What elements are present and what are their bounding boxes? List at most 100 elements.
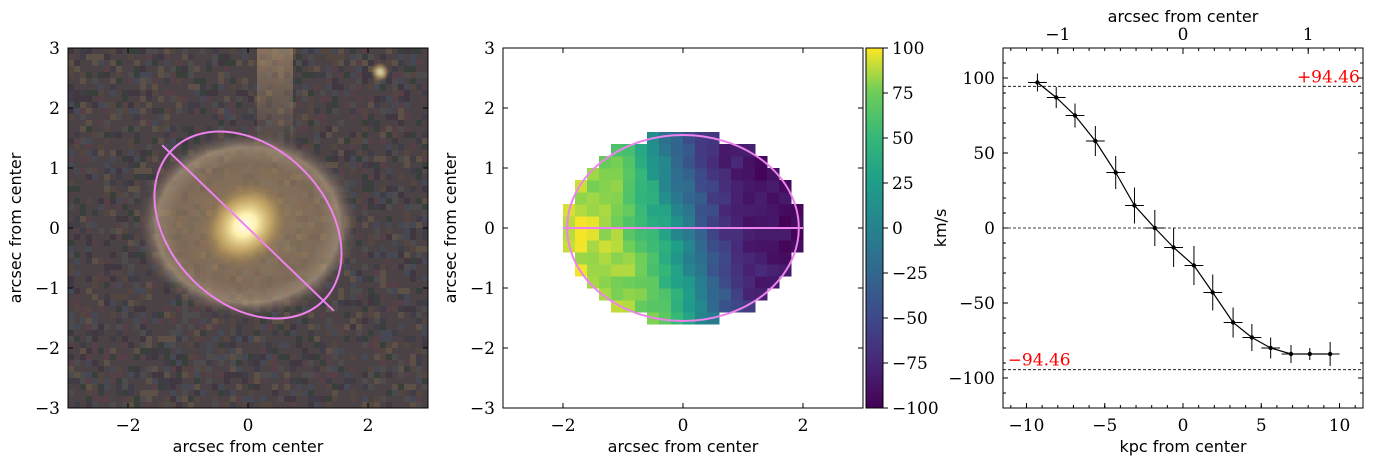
- noise-pixel: [314, 72, 320, 78]
- noise-pixel: [368, 186, 374, 192]
- noise-pixel: [326, 384, 332, 390]
- noise-pixel: [128, 144, 134, 150]
- noise-pixel: [302, 60, 308, 66]
- noise-pixel: [200, 330, 206, 336]
- noise-pixel: [98, 384, 104, 390]
- noise-pixel: [356, 72, 362, 78]
- noise-pixel: [308, 72, 314, 78]
- noise-pixel: [230, 108, 236, 114]
- noise-pixel: [74, 300, 80, 306]
- noise-pixel: [416, 372, 422, 378]
- noise-pixel: [110, 354, 116, 360]
- data-point: [1191, 263, 1197, 268]
- noise-pixel: [422, 246, 428, 252]
- noise-pixel: [80, 378, 86, 384]
- noise-pixel: [332, 102, 338, 108]
- noise-pixel: [74, 144, 80, 150]
- noise-pixel: [392, 264, 398, 270]
- velocity-pixel: [587, 240, 600, 253]
- noise-pixel: [98, 348, 104, 354]
- noise-pixel: [92, 312, 98, 318]
- noise-pixel: [422, 306, 428, 312]
- velocity-pixel: [755, 264, 768, 277]
- y-tick-label: 0: [984, 219, 995, 239]
- noise-pixel: [128, 78, 134, 84]
- velocity-pixel: [767, 192, 780, 205]
- noise-pixel: [386, 390, 392, 396]
- noise-pixel: [272, 372, 278, 378]
- noise-pixel: [80, 96, 86, 102]
- noise-pixel: [302, 126, 308, 132]
- noise-pixel: [344, 300, 350, 306]
- noise-pixel: [170, 312, 176, 318]
- noise-pixel: [122, 324, 128, 330]
- velocity-pixel: [599, 288, 612, 301]
- noise-pixel: [116, 228, 122, 234]
- noise-pixel: [326, 84, 332, 90]
- velocity-pixel: [635, 180, 648, 193]
- velocity-pixel: [695, 288, 708, 301]
- noise-pixel: [296, 78, 302, 84]
- noise-pixel: [416, 378, 422, 384]
- noise-pixel: [68, 390, 74, 396]
- noise-pixel: [86, 360, 92, 366]
- noise-pixel: [182, 306, 188, 312]
- noise-pixel: [176, 108, 182, 114]
- noise-pixel: [152, 90, 158, 96]
- noise-pixel: [254, 354, 260, 360]
- noise-pixel: [104, 354, 110, 360]
- noise-pixel: [374, 348, 380, 354]
- noise-pixel: [392, 150, 398, 156]
- velocity-pixel: [635, 276, 648, 289]
- noise-pixel: [224, 372, 230, 378]
- noise-pixel: [392, 390, 398, 396]
- noise-pixel: [302, 90, 308, 96]
- noise-pixel: [68, 330, 74, 336]
- noise-pixel: [386, 96, 392, 102]
- noise-pixel: [344, 72, 350, 78]
- noise-pixel: [110, 60, 116, 66]
- noise-pixel: [86, 384, 92, 390]
- noise-pixel: [332, 324, 338, 330]
- noise-pixel: [92, 360, 98, 366]
- noise-pixel: [86, 288, 92, 294]
- noise-pixel: [320, 378, 326, 384]
- noise-pixel: [146, 156, 152, 162]
- data-point: [1268, 345, 1273, 351]
- noise-pixel: [362, 108, 368, 114]
- noise-pixel: [350, 132, 356, 138]
- velocity-pixel: [611, 156, 624, 169]
- velocity-pixel: [611, 288, 624, 301]
- noise-pixel: [176, 402, 182, 408]
- noise-pixel: [404, 372, 410, 378]
- velocity-pixel: [695, 216, 708, 229]
- noise-pixel: [356, 300, 362, 306]
- noise-pixel: [176, 330, 182, 336]
- noise-pixel: [104, 378, 110, 384]
- noise-pixel: [392, 354, 398, 360]
- noise-pixel: [266, 348, 272, 354]
- noise-pixel: [128, 156, 134, 162]
- noise-pixel: [314, 84, 320, 90]
- noise-pixel: [398, 186, 404, 192]
- noise-pixel: [302, 354, 308, 360]
- noise-pixel: [392, 306, 398, 312]
- noise-pixel: [116, 384, 122, 390]
- data-point: [1307, 351, 1312, 357]
- velocity-pixel: [719, 300, 732, 313]
- noise-pixel: [140, 372, 146, 378]
- noise-pixel: [320, 48, 326, 54]
- noise-pixel: [398, 114, 404, 120]
- velocity-pixel: [623, 252, 636, 265]
- velocity-pixel: [647, 216, 660, 229]
- noise-pixel: [374, 222, 380, 228]
- noise-pixel: [362, 156, 368, 162]
- noise-pixel: [110, 300, 116, 306]
- noise-pixel: [122, 336, 128, 342]
- noise-pixel: [116, 192, 122, 198]
- noise-pixel: [206, 348, 212, 354]
- noise-pixel: [296, 318, 302, 324]
- noise-pixel: [86, 276, 92, 282]
- velocity-pixel: [635, 264, 648, 277]
